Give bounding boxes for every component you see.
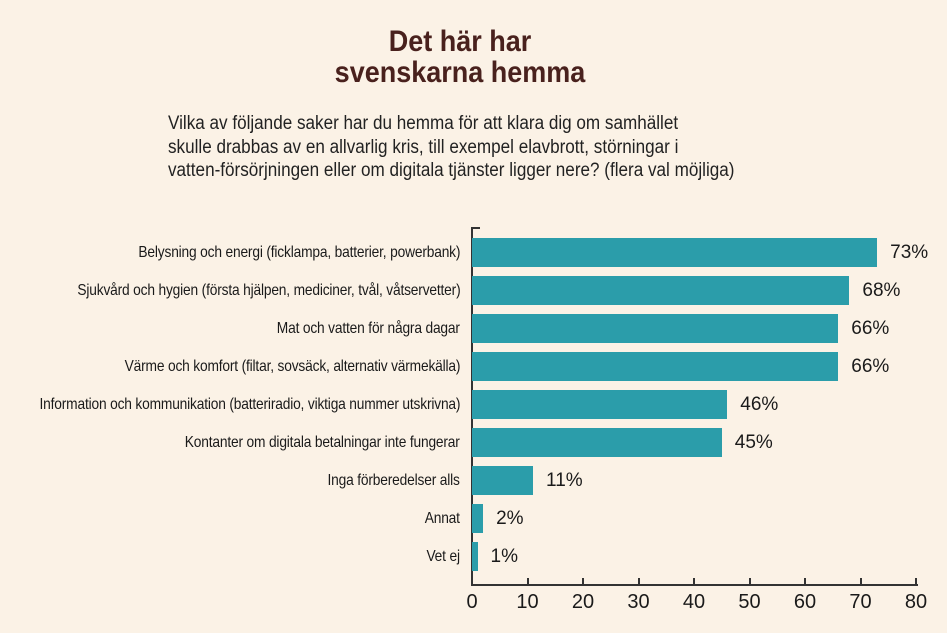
- chart-subtitle-line-2: skulle drabbas av en allvarlig kris, til…: [168, 136, 679, 158]
- x-axis-tick: [804, 578, 806, 584]
- chart-subtitle: Vilka av följande saker har du hemma för…: [168, 112, 734, 183]
- x-axis-tick: [859, 578, 862, 584]
- x-axis-tick-label: 0: [466, 591, 478, 613]
- x-axis-tick: [693, 578, 695, 584]
- bar: [472, 390, 728, 419]
- x-axis-tick: [526, 578, 529, 584]
- bar-category-label: Inga förberedelser alls: [327, 472, 460, 489]
- bar-category-label: Belysning och energi (ficklampa, batteri…: [138, 244, 460, 261]
- x-axis-tick-label: 30: [627, 591, 650, 613]
- x-axis-tick: [637, 578, 640, 584]
- bar-category-label: Värme och komfort (filtar, sovsäck, alte…: [124, 358, 460, 375]
- bar-category-label: Mat och vatten för några dagar: [276, 320, 460, 337]
- bar-value-label: 45%: [734, 432, 773, 453]
- chart-subtitle-line-1: Vilka av följande saker har du hemma för…: [168, 113, 679, 134]
- bar-value-label: 1%: [490, 546, 519, 567]
- x-axis-tick-label: 20: [571, 591, 595, 613]
- bar-category-label: Kontanter om digitala betalningar inte f…: [185, 434, 460, 451]
- bar: [472, 238, 878, 267]
- bar: [472, 466, 534, 495]
- x-axis-tick-label: 60: [793, 591, 817, 613]
- x-axis-tick-label: 50: [738, 591, 761, 613]
- bar-value-label: 2%: [496, 508, 524, 529]
- bar: [472, 504, 484, 533]
- chart-title-line-1: Det här har: [388, 25, 532, 58]
- x-axis-tick-label: 40: [682, 591, 706, 613]
- bar-category-label: Annat: [424, 510, 460, 527]
- bar: [472, 428, 722, 457]
- bar-category-label: Information och kommunikation (batterira…: [39, 396, 460, 413]
- bar-value-label: 66%: [851, 318, 890, 339]
- bar-value-label: 11%: [546, 470, 583, 491]
- y-axis-top-tick: [472, 227, 480, 229]
- bar-value-label: 73%: [890, 242, 929, 263]
- x-axis-tick-label: 80: [904, 591, 928, 613]
- bar-value-label: 66%: [851, 356, 890, 377]
- chart-title-line-2: svenskarna hemma: [334, 56, 586, 89]
- bar: [472, 314, 839, 343]
- x-axis-tick: [582, 578, 584, 584]
- x-axis-tick: [748, 578, 751, 584]
- x-axis-tick: [915, 578, 917, 584]
- bar: [472, 276, 850, 305]
- bar: [472, 542, 478, 571]
- chart-subtitle-line-3: vatten-försörjningen eller om digitala t…: [168, 160, 735, 181]
- x-axis-line: [471, 584, 918, 586]
- x-axis-tick-label: 10: [516, 591, 539, 613]
- bar: [472, 352, 839, 381]
- bar-category-label: Sjukvård och hygien (första hjälpen, med…: [76, 282, 460, 299]
- bar-category-label: Vet ej: [426, 548, 461, 565]
- chart-title: Det här har svenskarna hemma: [46, 26, 874, 88]
- x-axis-tick-label: 70: [849, 591, 872, 613]
- bar-value-label: 68%: [862, 280, 901, 301]
- bar-value-label: 46%: [740, 394, 779, 415]
